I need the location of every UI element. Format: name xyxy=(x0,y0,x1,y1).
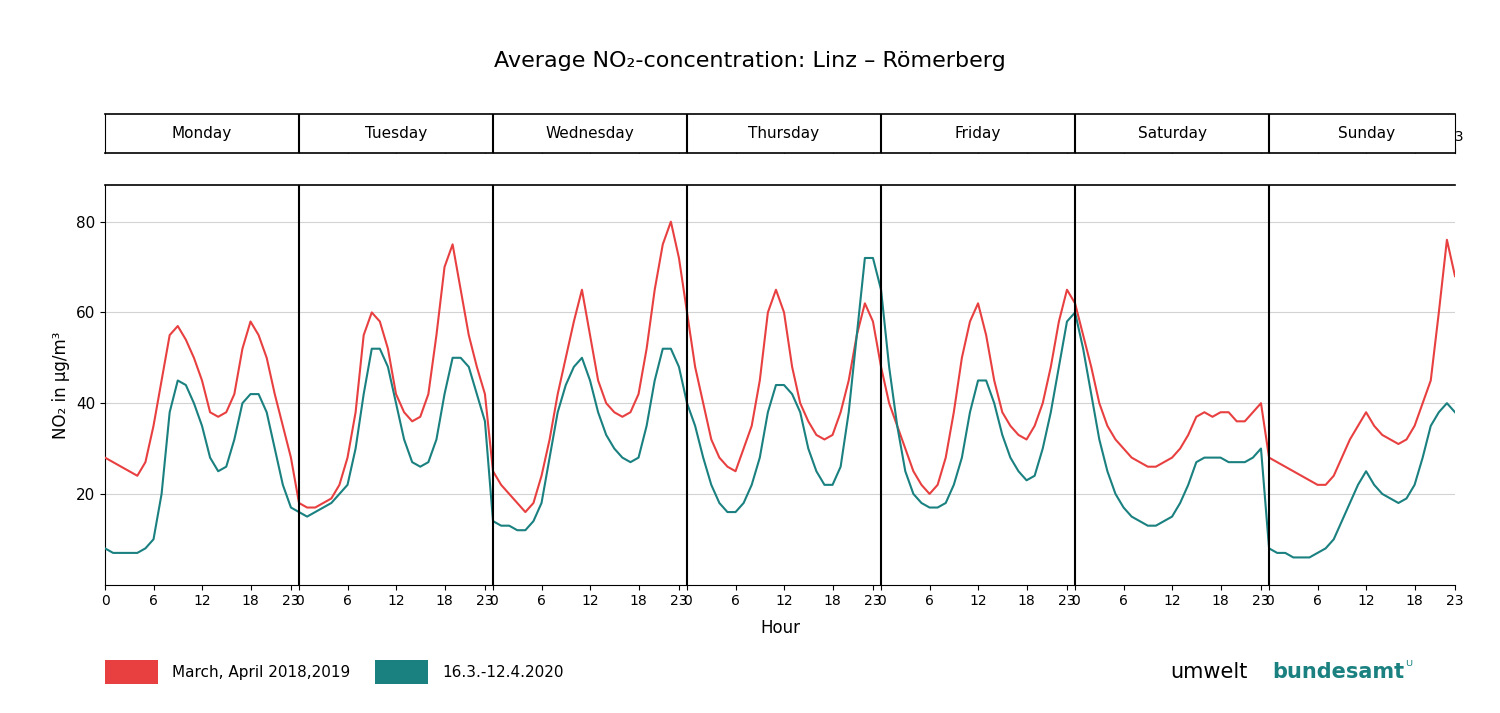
X-axis label: Hour: Hour xyxy=(760,620,800,637)
Text: Wednesday: Wednesday xyxy=(546,126,634,141)
Text: March, April 2018,2019: March, April 2018,2019 xyxy=(172,665,351,679)
Text: Tuesday: Tuesday xyxy=(364,126,428,141)
Text: 16.3.-12.4.2020: 16.3.-12.4.2020 xyxy=(442,665,564,679)
Text: ᵁ: ᵁ xyxy=(1406,659,1413,674)
Text: Thursday: Thursday xyxy=(748,126,819,141)
Text: Monday: Monday xyxy=(172,126,232,141)
Text: Friday: Friday xyxy=(956,126,1000,141)
Y-axis label: NO₂ in μg/m³: NO₂ in μg/m³ xyxy=(53,332,70,438)
Text: Saturday: Saturday xyxy=(1137,126,1206,141)
Text: Sunday: Sunday xyxy=(1338,126,1395,141)
Text: bundesamt: bundesamt xyxy=(1272,662,1404,682)
Text: umwelt: umwelt xyxy=(1170,662,1248,682)
Text: Average NO₂-concentration: Linz – Römerberg: Average NO₂-concentration: Linz – Römerb… xyxy=(494,51,1006,71)
